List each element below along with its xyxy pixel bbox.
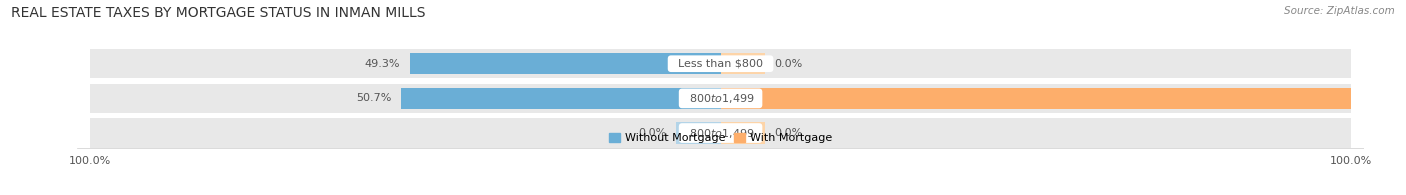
Text: 0.0%: 0.0%: [775, 128, 803, 138]
Text: 0.0%: 0.0%: [775, 59, 803, 69]
Bar: [401, 88, 721, 109]
Bar: [90, 119, 1351, 148]
Text: $800 to $1,499: $800 to $1,499: [682, 92, 759, 105]
Bar: [721, 53, 765, 74]
Text: 0.0%: 0.0%: [638, 128, 666, 138]
Text: 50.7%: 50.7%: [356, 93, 391, 103]
Bar: [721, 122, 765, 144]
Bar: [409, 53, 721, 74]
Text: $800 to $1,499: $800 to $1,499: [682, 127, 759, 140]
Text: Less than $800: Less than $800: [671, 59, 770, 69]
Text: REAL ESTATE TAXES BY MORTGAGE STATUS IN INMAN MILLS: REAL ESTATE TAXES BY MORTGAGE STATUS IN …: [11, 6, 426, 20]
Text: 100.0%: 100.0%: [1361, 93, 1403, 103]
Legend: Without Mortgage, With Mortgage: Without Mortgage, With Mortgage: [605, 128, 837, 148]
Bar: [90, 49, 1351, 78]
Text: Source: ZipAtlas.com: Source: ZipAtlas.com: [1284, 6, 1395, 16]
Bar: [676, 122, 721, 144]
Text: 49.3%: 49.3%: [364, 59, 401, 69]
Bar: [90, 84, 1351, 113]
Bar: [721, 88, 1351, 109]
